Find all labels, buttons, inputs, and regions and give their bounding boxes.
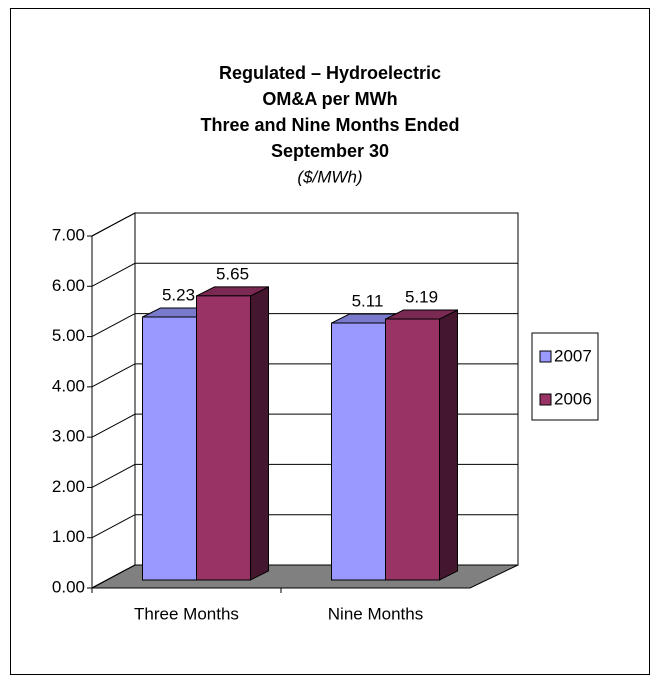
value-label: 5.23 [162,285,195,304]
chart-title: Regulated – Hydroelectric [219,63,441,83]
legend-label: 2007 [554,346,592,365]
bar-front [385,318,440,581]
value-label: 5.65 [216,264,249,283]
chart-title: Three and Nine Months Ended [200,115,459,135]
y-tick-label: 6.00 [52,276,85,295]
grid-line [91,262,518,287]
chart-title: OM&A per MWh [262,89,397,109]
bar-front [196,295,251,581]
y-tick-label: 5.00 [52,326,85,345]
x-tick-label: Nine Months [328,604,423,623]
bar-front [331,322,386,581]
chart-subtitle: ($/MWh) [297,167,362,186]
y-tick-label: 2.00 [52,477,85,496]
y-tick-label: 7.00 [52,225,85,244]
legend-label: 2006 [554,389,592,408]
legend-swatch [539,350,552,363]
side-wall [91,212,136,589]
y-tick-label: 4.00 [52,376,85,395]
value-label: 5.19 [405,288,438,307]
value-label: 5.11 [352,292,384,311]
y-tick-label: 1.00 [52,527,85,546]
bar-side [439,309,458,581]
legend-swatch [539,393,552,406]
bar-front [142,316,197,581]
chart-title: September 30 [271,141,389,161]
bar-side [250,286,269,581]
x-tick-label: Three Months [134,604,239,623]
grid-line [91,212,518,237]
y-tick-label: 0.00 [52,577,85,596]
bar [196,286,269,581]
bar [385,309,458,581]
y-tick-label: 3.00 [52,427,85,446]
